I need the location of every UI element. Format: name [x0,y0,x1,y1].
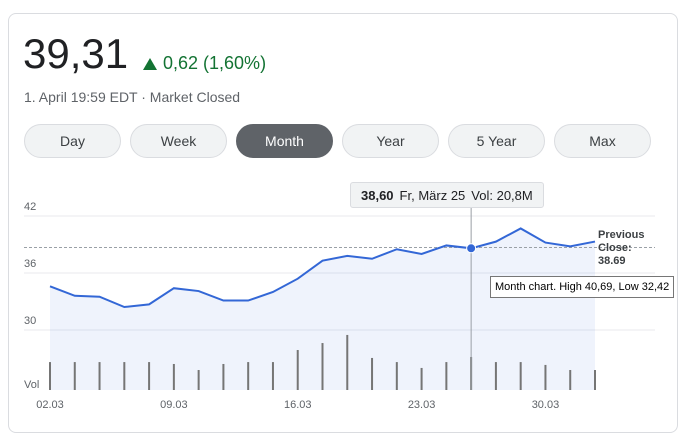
volume-bar [594,370,596,390]
volume-bar [445,362,448,390]
change-text: 0,62 (1,60%) [163,53,267,73]
up-arrow [143,57,157,70]
x-tick-label: 16.03 [284,399,312,411]
volume-bar [321,343,324,390]
previous-close-label: Previous Close: [598,229,645,254]
previous-close-value: 38.69 [598,255,626,267]
range-button[interactable]: Month [236,124,333,158]
volume-bar [569,370,572,390]
volume-bar [544,364,547,390]
volume-bar [73,362,76,390]
price: 39,31 [23,30,129,77]
timestamp: 1. April 19:59 EDT · Market Closed [24,89,241,105]
chart-summary: Month chart. High 40,69, Low 32,42 [490,276,675,298]
volume-bar [123,362,126,390]
tooltip-price: 38,60 [361,187,394,203]
x-tick-label: 09.03 [160,399,188,411]
range-button[interactable]: 5 Year [448,124,545,158]
range-button[interactable]: Week [130,124,227,158]
y-tick-label: 36 [24,258,36,270]
x-tick-label: 30.03 [532,399,560,411]
price-area [50,228,595,390]
x-tick-label: 02.03 [36,399,64,411]
x-tick-label: 23.03 [408,399,436,411]
volume-bar [197,370,200,390]
price-line [49,227,596,309]
volume-bar [222,363,225,390]
volume-bar [395,362,398,390]
range-button[interactable]: Max [554,124,651,158]
price-change: 0,62 (1,60%) [143,53,266,74]
volume-bar [519,362,522,390]
volume-label: Vol [24,379,39,391]
volume-bar [271,362,274,390]
hover-tooltip: 38,60 Fr, März 25 Vol: 20,8M [350,182,544,208]
tooltip-volume: Vol: 20,8M [471,187,533,203]
y-tick-label: 30 [24,315,36,327]
volume-bar [172,363,175,390]
y-tick-label: 42 [24,201,36,213]
range-selector: Day Week Month Year 5 Year Max [24,124,651,158]
hover-point [466,243,477,254]
volume-bar [148,362,151,390]
volume-bar [420,367,423,390]
previous-close: Previous Close: 38.69 [598,229,650,268]
volume-bar [296,350,299,390]
chart: 42 36 30 Vol 02.03 09.03 16.03 23.03 30.03 [24,201,655,411]
volume-bar [346,334,349,390]
range-button[interactable]: Day [24,124,121,158]
tooltip-date: Fr, März 25 [399,187,466,203]
volume-bar [494,362,497,390]
volume-bar [49,362,51,390]
volume-bar [98,362,101,390]
volume-bar [371,357,374,390]
range-button[interactable]: Year [342,124,439,158]
page: 39,31 0,62 (1,60%) 1. April 19:59 EDT · … [8,13,678,433]
volume-bar [247,362,250,390]
